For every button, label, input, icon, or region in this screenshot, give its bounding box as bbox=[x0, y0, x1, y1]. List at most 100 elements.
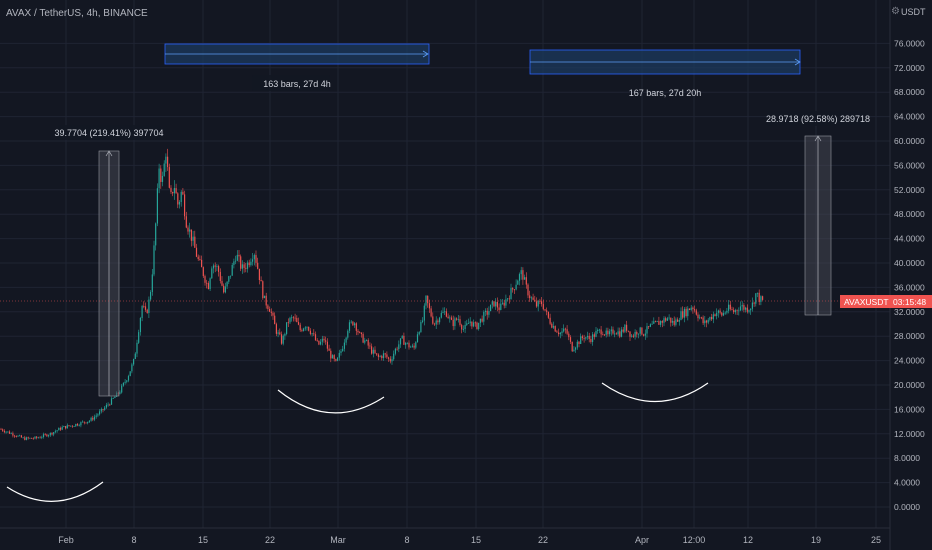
date-range-2[interactable]: 167 bars, 27d 20h bbox=[529, 49, 801, 98]
candle-body bbox=[294, 317, 296, 319]
candle-body bbox=[391, 359, 393, 362]
candle-body bbox=[314, 334, 317, 341]
candle-body bbox=[257, 262, 259, 269]
drawn-arc-3[interactable] bbox=[601, 382, 709, 403]
candle-body bbox=[5, 431, 7, 433]
candle-body bbox=[722, 313, 725, 316]
candle-body bbox=[156, 188, 158, 224]
candle-body bbox=[53, 432, 55, 435]
candle-body bbox=[600, 329, 602, 335]
y-tick-label: 60.0000 bbox=[894, 136, 925, 146]
candle-body bbox=[687, 308, 689, 317]
candle-body bbox=[508, 298, 510, 300]
price-range-1-label: 39.7704 (219.41%) 397704 bbox=[54, 128, 163, 138]
candle-body bbox=[337, 357, 339, 361]
candle-body bbox=[716, 312, 718, 316]
candle-body bbox=[214, 265, 216, 267]
candle-body bbox=[10, 433, 12, 435]
candle-body bbox=[646, 326, 648, 334]
candle-body bbox=[745, 307, 747, 310]
candle-body bbox=[136, 342, 138, 354]
candle-body bbox=[695, 310, 697, 315]
candle-body bbox=[617, 331, 619, 335]
candle-body bbox=[578, 341, 580, 345]
candle-body bbox=[690, 307, 692, 310]
time-axis[interactable]: Feb 8 15 22 Mar 8 15 22 Apr 12:00 12 19 25 bbox=[0, 527, 890, 545]
candle-body bbox=[581, 336, 583, 338]
candle-body bbox=[379, 356, 381, 357]
candle-body bbox=[406, 342, 408, 344]
candle-body bbox=[127, 376, 130, 381]
candle-body bbox=[31, 437, 33, 439]
candle-body bbox=[609, 331, 611, 335]
candle-body bbox=[83, 421, 85, 423]
candle-body bbox=[544, 309, 546, 311]
drawn-arc-2[interactable] bbox=[277, 389, 385, 414]
candle-body bbox=[70, 425, 72, 427]
candle-body bbox=[500, 303, 502, 310]
candle-body bbox=[663, 318, 665, 323]
y-tick-label: 16.0000 bbox=[894, 404, 925, 414]
candle-body bbox=[624, 324, 626, 332]
candle-body bbox=[493, 301, 495, 307]
candle-body bbox=[510, 288, 512, 300]
y-tick-label: 72.0000 bbox=[894, 63, 925, 73]
candle-body bbox=[573, 349, 575, 352]
candle-body bbox=[253, 255, 255, 260]
candle-body bbox=[19, 435, 21, 437]
candle-body bbox=[743, 305, 745, 310]
candle-body bbox=[558, 332, 560, 335]
candle-body bbox=[507, 298, 509, 300]
candle-body bbox=[250, 261, 252, 266]
price-range-2[interactable]: 28.9718 (92.58%) 289718 bbox=[766, 111, 870, 316]
candle-body bbox=[381, 356, 383, 359]
candle-body bbox=[405, 343, 407, 345]
candle-body bbox=[758, 292, 760, 302]
candle-body bbox=[243, 264, 245, 268]
candle-body bbox=[561, 331, 563, 333]
candle-body bbox=[158, 168, 160, 189]
candle-body bbox=[48, 435, 50, 437]
candle-body bbox=[36, 436, 38, 438]
candle-body bbox=[178, 201, 181, 205]
candle-body bbox=[583, 337, 585, 339]
candle-body bbox=[728, 304, 730, 311]
candle-body bbox=[634, 331, 636, 337]
candle-body bbox=[192, 236, 194, 241]
x-tick-label: 8 bbox=[131, 535, 136, 545]
candle-body bbox=[330, 350, 332, 359]
candle-body bbox=[260, 280, 262, 282]
candle-body bbox=[133, 359, 135, 365]
y-tick-label: 28.0000 bbox=[894, 331, 925, 341]
candle-body bbox=[702, 317, 704, 324]
candle-body bbox=[576, 341, 578, 348]
gear-icon[interactable]: ⚙ bbox=[891, 6, 900, 17]
candle-body bbox=[90, 417, 92, 421]
candle-body bbox=[289, 317, 291, 323]
candle-body bbox=[29, 437, 31, 439]
candle-body bbox=[107, 404, 109, 406]
drawn-arc-1[interactable] bbox=[6, 481, 104, 502]
candle-body bbox=[333, 355, 335, 360]
candle-body bbox=[173, 188, 175, 194]
price-axis[interactable]: 0.0000 4.0000 8.0000 12.0000 16.0000 20.0000 2… bbox=[889, 0, 925, 550]
date-range-1[interactable]: 163 bars, 27d 4h bbox=[164, 43, 430, 91]
candle-body bbox=[148, 299, 150, 314]
candle-body bbox=[216, 266, 218, 267]
candle-body bbox=[692, 307, 694, 310]
candle-body bbox=[22, 437, 24, 439]
candle-body bbox=[503, 302, 505, 306]
candle-body bbox=[656, 321, 658, 322]
candle-body bbox=[65, 426, 67, 429]
candle-body bbox=[87, 421, 89, 424]
candle-body bbox=[129, 371, 131, 377]
x-tick-label: 15 bbox=[198, 535, 208, 545]
price-range-1[interactable]: 39.7704 (219.41%) 397704 bbox=[54, 125, 164, 397]
candle-body bbox=[712, 314, 714, 320]
y-tick-label: 64.0000 bbox=[894, 112, 925, 122]
candle-body bbox=[175, 188, 177, 194]
candle-body bbox=[326, 341, 328, 349]
candle-body bbox=[746, 307, 748, 312]
candle-body bbox=[63, 426, 65, 428]
